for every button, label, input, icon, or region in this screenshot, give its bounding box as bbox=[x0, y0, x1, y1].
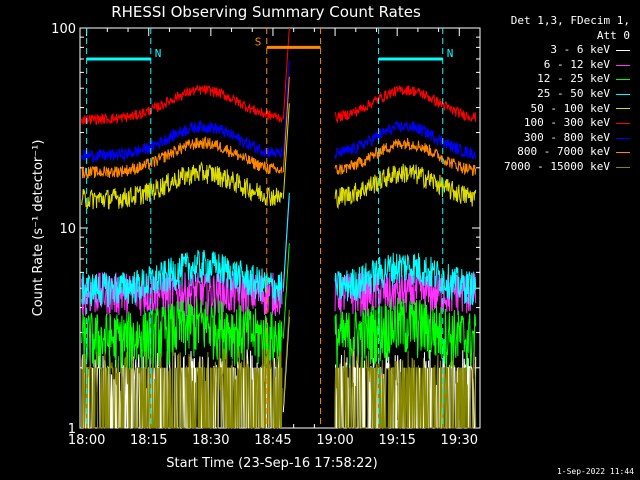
series-edge bbox=[282, 309, 290, 406]
series-line bbox=[81, 136, 283, 179]
legend-detector-note: Det 1,3, FDecim 1, bbox=[510, 14, 630, 27]
x-tick-label: 19:00 bbox=[316, 433, 353, 448]
series-line bbox=[334, 85, 477, 124]
legend-entry: 50 - 100 keV bbox=[480, 102, 630, 117]
legend-swatch bbox=[616, 108, 630, 110]
legend-swatch bbox=[616, 64, 630, 66]
legend: Det 1,3, FDecim 1, Att 0 3 - 6 keV 6 - 12… bbox=[480, 14, 630, 175]
series-edge bbox=[282, 103, 290, 199]
annotation-label: N bbox=[155, 47, 162, 60]
legend-swatch bbox=[616, 79, 630, 81]
series-edge bbox=[282, 243, 290, 339]
series-line bbox=[334, 163, 477, 210]
series-line bbox=[81, 84, 283, 126]
legend-label: 100 - 300 keV bbox=[523, 116, 610, 130]
legend-label: 800 - 7000 keV bbox=[517, 145, 610, 159]
legend-entry: 800 - 7000 keV bbox=[480, 145, 630, 160]
series-12-25kev bbox=[81, 243, 477, 375]
series-100-300kev bbox=[81, 27, 477, 126]
series-line bbox=[334, 252, 477, 306]
x-tick-label: 19:15 bbox=[378, 433, 415, 448]
series-line bbox=[81, 297, 283, 375]
legend-swatch bbox=[616, 49, 630, 51]
series-25-50kev bbox=[81, 192, 477, 308]
legend-entry: 100 - 300 keV bbox=[480, 116, 630, 131]
series-line bbox=[81, 348, 283, 429]
legend-label: 300 - 800 keV bbox=[523, 130, 610, 144]
series-edge bbox=[282, 27, 290, 120]
legend-label: 6 - 12 keV bbox=[543, 57, 610, 71]
y-tick-label: 10 bbox=[59, 222, 76, 237]
y-tick-label: 1 bbox=[68, 422, 76, 437]
legend-entry: 6 - 12 keV bbox=[480, 58, 630, 73]
series-layer bbox=[81, 27, 477, 429]
series-800-7000kev bbox=[81, 76, 477, 179]
legend-swatch bbox=[616, 152, 630, 154]
annotation-label: S bbox=[255, 35, 262, 48]
legend-entry: 300 - 800 keV bbox=[480, 131, 630, 146]
legend-swatch bbox=[616, 93, 630, 95]
legend-rows: 3 - 6 keV 6 - 12 keV 12 - 25 keV 25 - 50 ke… bbox=[480, 43, 630, 174]
legend-entry: 3 - 6 keV bbox=[480, 43, 630, 58]
legend-label: 7000 - 15000 keV bbox=[504, 159, 610, 173]
chart-title: RHESSI Observing Summary Count Rates bbox=[111, 3, 421, 21]
x-axis-label: Start Time (23-Sep-16 17:58:22) bbox=[166, 456, 377, 471]
series-300-800kev bbox=[81, 60, 477, 164]
legend-label: 50 - 100 keV bbox=[530, 101, 610, 115]
series-line bbox=[334, 297, 477, 374]
series-line bbox=[81, 161, 283, 210]
series-edge bbox=[282, 60, 290, 156]
legend-swatch bbox=[616, 122, 630, 124]
series-line bbox=[334, 137, 477, 176]
legend-entry: 7000 - 15000 keV bbox=[480, 160, 630, 175]
legend-entry: 12 - 25 keV bbox=[480, 72, 630, 87]
annotation-layer: N NS bbox=[86, 28, 454, 428]
series-50-100kev bbox=[81, 103, 477, 210]
x-tick-label: 18:45 bbox=[254, 433, 291, 448]
y-tick-label: 100 bbox=[51, 22, 76, 37]
series-line bbox=[334, 349, 477, 429]
x-tick-label: 18:00 bbox=[68, 433, 105, 448]
legend-swatch bbox=[616, 137, 630, 139]
series-line bbox=[81, 120, 283, 164]
legend-label: 25 - 50 keV bbox=[537, 86, 610, 100]
legend-label: 12 - 25 keV bbox=[537, 72, 610, 86]
x-tick-label: 18:15 bbox=[130, 433, 167, 448]
legend-swatch bbox=[616, 166, 630, 168]
annotation-label: N bbox=[447, 47, 454, 60]
footer-date: 1-Sep-2022 11:44 bbox=[556, 467, 634, 476]
series-line bbox=[81, 249, 283, 308]
y-axis-label: Count Rate (s⁻¹ detector⁻¹) bbox=[31, 140, 46, 317]
legend-label: 3 - 6 keV bbox=[550, 43, 610, 57]
series-edge bbox=[282, 192, 290, 289]
legend-entry: 25 - 50 keV bbox=[480, 87, 630, 102]
series-line bbox=[334, 120, 477, 160]
series-edge bbox=[282, 76, 290, 173]
series-7000-15000kev bbox=[81, 309, 477, 429]
x-tick-label: 18:30 bbox=[192, 433, 229, 448]
legend-attenuator: Att 0 bbox=[596, 28, 630, 42]
x-tick-label: 19:30 bbox=[441, 433, 478, 448]
